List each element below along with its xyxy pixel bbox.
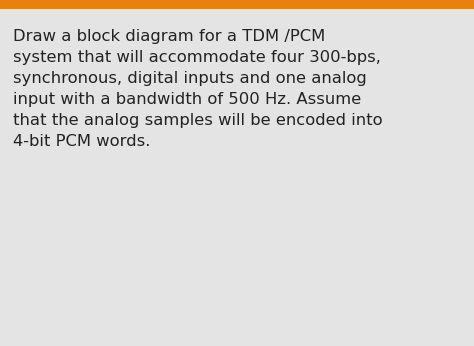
- Bar: [0, 0, 474, 9]
- Text: Draw a block diagram for a TDM /PCM
system that will accommodate four 300-bps,
s: Draw a block diagram for a TDM /PCM syst…: [13, 29, 383, 149]
